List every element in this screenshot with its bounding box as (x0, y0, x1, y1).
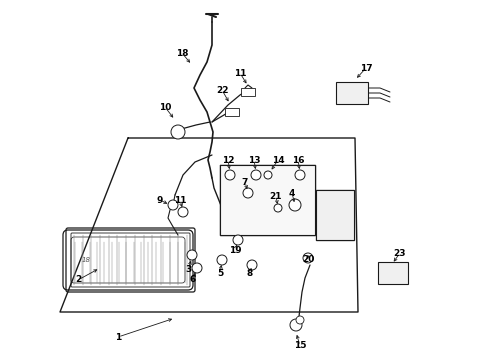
Circle shape (295, 170, 305, 180)
Text: 3: 3 (185, 266, 191, 274)
Text: 18: 18 (176, 49, 188, 58)
Circle shape (178, 207, 188, 217)
Text: 15: 15 (294, 342, 306, 351)
Circle shape (168, 200, 178, 210)
Bar (241, 88, 255, 96)
Circle shape (303, 253, 313, 263)
Circle shape (192, 263, 202, 273)
Text: 16: 16 (292, 156, 304, 165)
Text: 7: 7 (242, 177, 248, 186)
Circle shape (290, 319, 302, 331)
Circle shape (187, 250, 197, 260)
Text: 4: 4 (289, 189, 295, 198)
Circle shape (233, 235, 243, 245)
Text: 6: 6 (190, 275, 196, 284)
Circle shape (247, 260, 257, 270)
Text: 11: 11 (234, 68, 246, 77)
Circle shape (296, 316, 304, 324)
Text: 5: 5 (217, 269, 223, 278)
Bar (336, 82, 368, 104)
Text: 9: 9 (157, 195, 163, 204)
Text: 19: 19 (229, 246, 241, 255)
Text: 11: 11 (174, 195, 186, 204)
Circle shape (289, 199, 301, 211)
Text: 13: 13 (248, 156, 260, 165)
Text: 8: 8 (247, 269, 253, 278)
Circle shape (171, 125, 185, 139)
Text: 20: 20 (302, 256, 314, 265)
Circle shape (243, 188, 253, 198)
Circle shape (251, 170, 261, 180)
Circle shape (264, 171, 272, 179)
Bar (378, 262, 408, 284)
Text: 10: 10 (159, 103, 171, 112)
Circle shape (274, 204, 282, 212)
Circle shape (225, 170, 235, 180)
Text: 1: 1 (115, 333, 121, 342)
Text: 18: 18 (81, 257, 91, 263)
Text: 22: 22 (216, 86, 228, 95)
Bar (316, 190, 354, 240)
Bar (220, 165, 315, 235)
Text: 17: 17 (360, 63, 372, 72)
Text: 14: 14 (271, 156, 284, 165)
Text: 12: 12 (222, 156, 234, 165)
Circle shape (217, 255, 227, 265)
Text: 21: 21 (270, 192, 282, 201)
Text: 2: 2 (75, 275, 81, 284)
Bar (225, 108, 239, 116)
Text: 23: 23 (394, 248, 406, 257)
